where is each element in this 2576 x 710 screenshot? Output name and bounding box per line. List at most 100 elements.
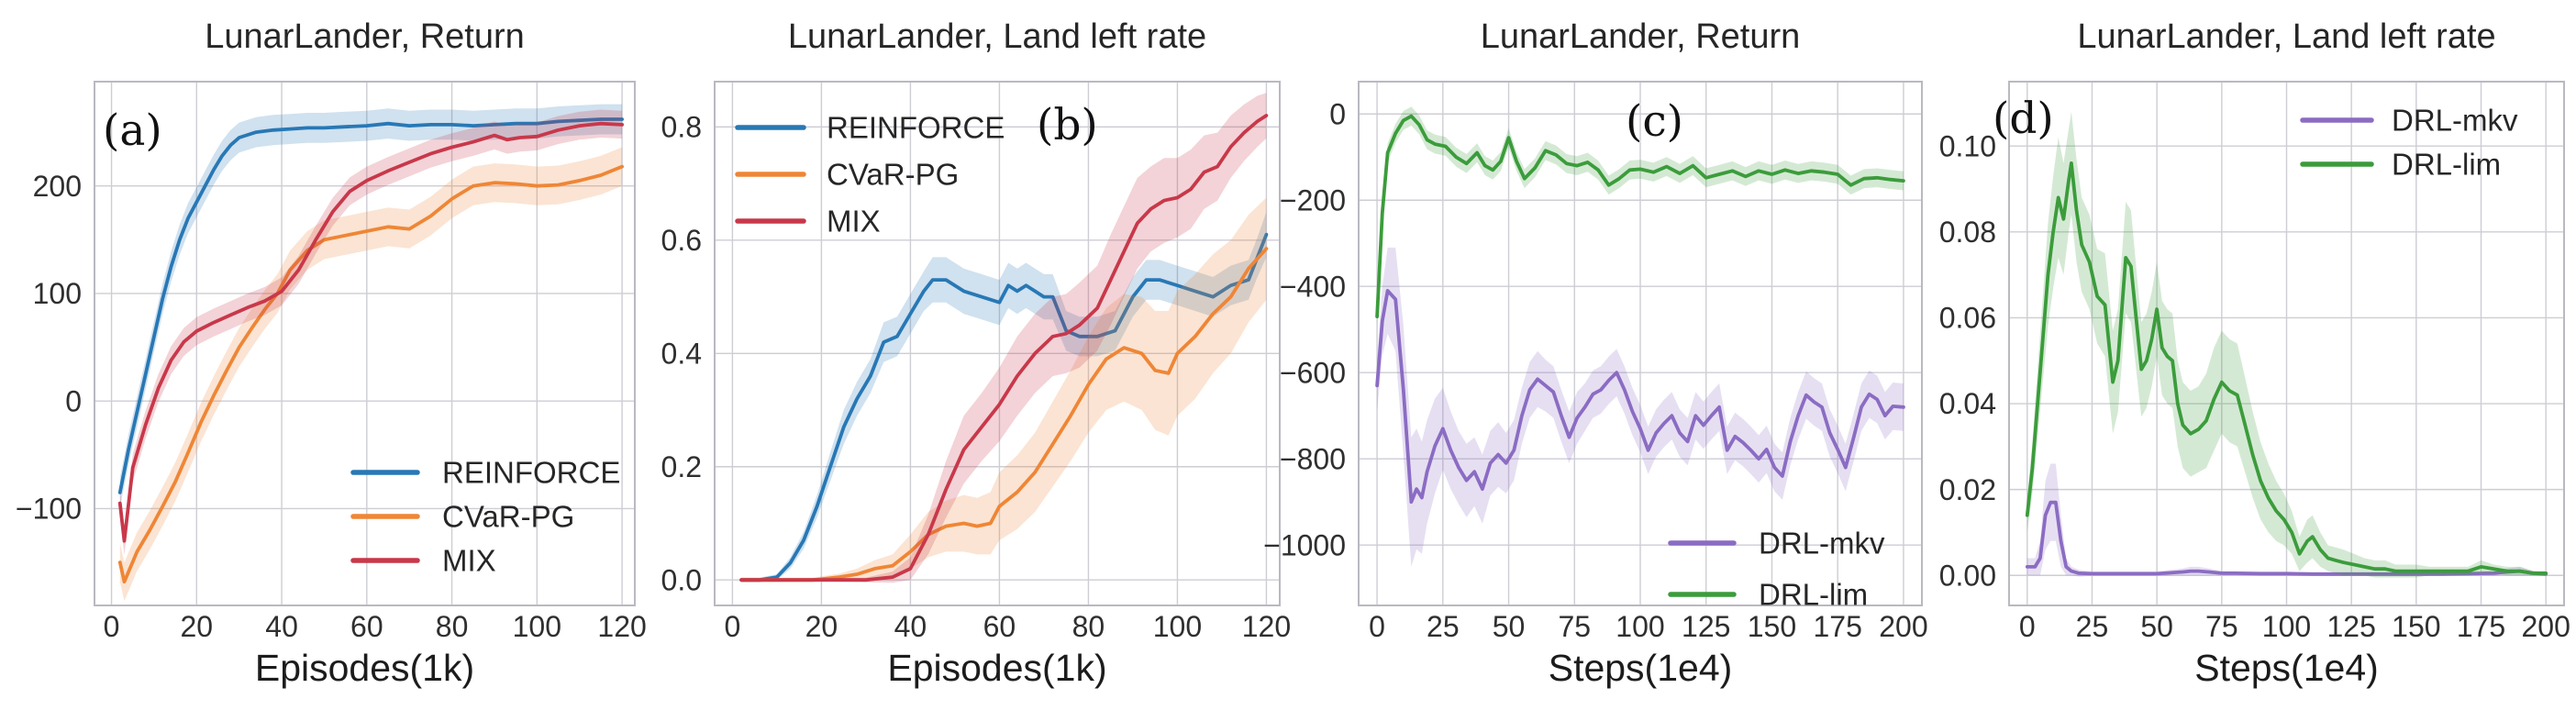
plot-render-layer-a: 0 20 40 60 80 100 120 −100 0 100 200 REINFORCE CVaR-…: [16, 81, 647, 643]
panel-letter: (b): [1037, 100, 1098, 150]
y-tick-label: 200: [33, 170, 82, 203]
x-tick-label: 120: [597, 610, 646, 643]
series-line-DRL-mkv: [2025, 500, 2548, 576]
x-tick-label: 20: [181, 610, 214, 643]
x-tick-label: 0: [725, 610, 741, 643]
series-line-CVaR-PG: [739, 247, 1269, 582]
plot-area: [739, 93, 1269, 583]
y-tick-label: 0.06: [1939, 302, 1996, 335]
y-tick-label: 0.4: [661, 338, 702, 371]
x-tick-label: 0: [104, 610, 120, 643]
series-band-DRL-mkv: [1377, 247, 1904, 567]
series-band-REINFORCE: [741, 212, 1267, 582]
legend-label: DRL-lim: [1759, 578, 1868, 612]
plot-render-layer-b: 0 20 40 60 80 100 120 0.0 0.2 0.4 0.6 0.8 REINFORCE C…: [661, 81, 1291, 643]
plot-render-layer-c: 0 25 50 75 100 125 150 175 200 −1000 −800 −600 −400 −…: [1263, 81, 1928, 643]
x-tick-label: 25: [2076, 610, 2109, 643]
x-tick-label: 120: [1242, 610, 1291, 643]
y-tick-label: 0.08: [1939, 216, 1996, 249]
x-tick-label: 200: [1879, 610, 1927, 643]
series-line-DRL-lim: [2025, 161, 2548, 575]
legend-label: CVaR-PG: [442, 500, 574, 534]
chart-title: LunarLander, Return: [1481, 17, 1801, 56]
x-tick-label: 0: [2019, 610, 2036, 643]
series-band-MIX: [119, 109, 623, 555]
series-band-CVaR-PG: [741, 197, 1267, 582]
x-tick-label: 75: [2205, 610, 2238, 643]
series-line-CVaR-PG: [117, 164, 624, 584]
legend-label: MIX: [442, 544, 496, 578]
y-tick-label: 0.0: [661, 563, 702, 596]
y-tick-label: −1000: [1263, 528, 1346, 561]
legend: REINFORCE CVaR-PG MIX: [735, 111, 1005, 239]
series-band-CVaR-PG: [119, 147, 623, 602]
series-line-REINFORCE: [117, 117, 624, 494]
x-tick-label: 80: [1072, 610, 1105, 643]
y-tick-label: −100: [16, 493, 82, 526]
chart-title: LunarLander, Return: [205, 17, 525, 56]
plot-border: [2008, 81, 2565, 606]
plot-area: [1375, 106, 1905, 567]
x-tick-label: 150: [1748, 610, 1796, 643]
series-band-MIX: [741, 93, 1267, 583]
plot-render-layer-d: 0 25 50 75 100 125 150 175 200 0.00 0.02 0.04 0.06 0.…: [1939, 81, 2570, 643]
y-tick-label: −800: [1280, 442, 1346, 475]
x-axis-label: Episodes(1k): [255, 647, 474, 689]
x-axis-label: Steps(1e4): [2194, 647, 2379, 689]
x-axis-label: Steps(1e4): [1549, 647, 1733, 689]
x-tick-label: 150: [2392, 610, 2440, 643]
x-tick-label: 50: [1493, 610, 1526, 643]
legend: REINFORCE CVaR-PG MIX: [350, 456, 620, 578]
x-tick-label: 75: [1558, 610, 1591, 643]
x-tick-label: 175: [1813, 610, 1861, 643]
legend-label: DRL-lim: [2392, 148, 2501, 182]
x-tick-label: 100: [513, 610, 561, 643]
chart-panel-c: 0 25 50 75 100 125 150 175 200 −1000 −800 −600 −400 −…: [1263, 17, 1927, 689]
y-tick-label: 0.6: [661, 224, 702, 257]
x-tick-label: 60: [983, 610, 1016, 643]
x-tick-label: 100: [1153, 610, 1202, 643]
legend-label: REINFORCE: [827, 111, 1005, 145]
x-tick-label: 80: [436, 610, 469, 643]
chart-title: LunarLander, Land left rate: [2077, 17, 2495, 56]
y-tick-label: −200: [1280, 183, 1346, 216]
x-tick-label: 100: [1616, 610, 1664, 643]
panel-letter: (c): [1626, 96, 1683, 147]
y-tick-label: −400: [1280, 270, 1346, 303]
x-tick-label: 20: [805, 610, 838, 643]
y-tick-label: −600: [1280, 356, 1346, 389]
x-tick-label: 40: [894, 610, 927, 643]
legend-label: DRL-mkv: [2392, 104, 2518, 138]
chart-panel-d: 0 25 50 75 100 125 150 175 200 0.00 0.02 0.04 0.06 0.…: [1939, 17, 2570, 689]
x-tick-label: 175: [2457, 610, 2505, 643]
x-axis-label: Episodes(1k): [887, 647, 1106, 689]
series-line-DRL-mkv: [1375, 289, 1905, 505]
plot-border: [94, 81, 636, 606]
legend-label: CVaR-PG: [827, 158, 959, 192]
chart-panel-b: 0 20 40 60 80 100 120 0.0 0.2 0.4 0.6 0.8 REINFORCE C…: [661, 17, 1292, 689]
series-line-MIX: [739, 114, 1269, 582]
x-tick-label: 40: [265, 610, 298, 643]
plot-border: [1358, 81, 1923, 606]
x-tick-label: 200: [2522, 610, 2570, 643]
y-tick-label: 0.04: [1939, 387, 1996, 420]
x-tick-label: 60: [350, 610, 383, 643]
y-tick-label: 0.02: [1939, 473, 1996, 506]
y-tick-label: 0.10: [1939, 129, 1996, 162]
panel-letter: (a): [103, 105, 162, 156]
series-line-REINFORCE: [739, 232, 1269, 582]
legend-label: MIX: [827, 205, 881, 239]
chart-panel-a: 0 20 40 60 80 100 120 −100 0 100 200 REINFORCE CVaR-…: [16, 17, 647, 689]
series-line-MIX: [117, 121, 624, 543]
plot-area: [117, 104, 624, 602]
x-tick-label: 0: [1369, 610, 1385, 643]
series-line-DRL-lim: [1375, 114, 1905, 318]
legend-label: DRL-mkv: [1759, 527, 1885, 560]
x-tick-label: 125: [1682, 610, 1730, 643]
plot-area: [2025, 111, 2548, 578]
y-tick-label: 0.00: [1939, 559, 1996, 592]
legend-label: REINFORCE: [442, 456, 620, 490]
x-tick-label: 25: [1427, 610, 1460, 643]
x-tick-label: 100: [2262, 610, 2311, 643]
